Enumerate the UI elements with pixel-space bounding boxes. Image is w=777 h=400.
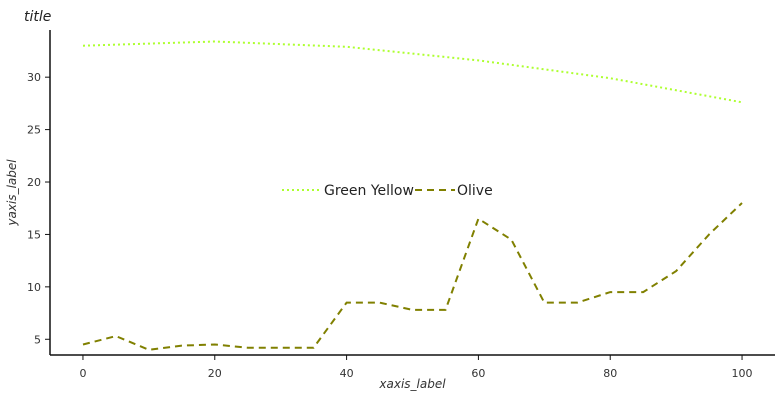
y-axis-label: yaxis_label	[5, 159, 19, 227]
x-axis-ticks: 0 20 40 60 80 100	[79, 355, 753, 380]
y-tick-label: 25	[27, 124, 41, 137]
x-tick-label: 80	[603, 367, 617, 380]
chart-title: title	[24, 9, 51, 25]
y-tick-label: 15	[27, 228, 41, 241]
y-tick-label: 20	[27, 176, 41, 189]
series-line-olive	[82, 202, 743, 351]
x-tick-label: 60	[471, 367, 485, 380]
legend: Green Yellow Olive	[282, 183, 493, 199]
y-tick-label: 30	[27, 71, 41, 84]
x-tick-label: 100	[732, 367, 753, 380]
y-tick-label: 10	[27, 281, 41, 294]
series-line-green-yellow	[82, 40, 743, 104]
x-tick-label: 40	[340, 367, 354, 380]
x-tick-label: 0	[79, 367, 86, 380]
legend-label: Green Yellow	[324, 183, 414, 199]
y-axis-ticks: 5 10 15 20 25 30	[27, 71, 50, 346]
legend-label: Olive	[457, 183, 493, 199]
x-tick-label: 20	[208, 367, 222, 380]
x-axis-label: xaxis_label	[378, 377, 446, 391]
y-tick-label: 5	[34, 333, 41, 346]
plot-area	[82, 40, 743, 351]
